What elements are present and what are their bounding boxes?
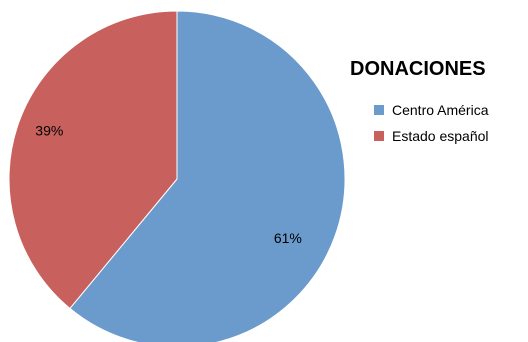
chart-legend: Centro América Estado español: [374, 97, 528, 149]
legend-label: Centro América: [392, 102, 489, 118]
pie-slice-centro-am-rica: [69, 10, 346, 342]
legend-item-estado-espanol: Estado español: [374, 123, 528, 149]
pie-slice-estado-espa-ol: [8, 10, 178, 310]
legend-label: Estado español: [392, 128, 489, 144]
legend-item-centro-america: Centro América: [374, 97, 528, 123]
chart-title: DONACIONES: [350, 58, 486, 80]
pie-data-label: 61%: [274, 230, 302, 246]
legend-swatch: [374, 105, 384, 115]
pie-slices: [8, 10, 346, 342]
pie-data-label: 39%: [35, 123, 63, 139]
legend-swatch: [374, 131, 384, 141]
pie-data-labels: 61% 39%: [35, 123, 302, 247]
